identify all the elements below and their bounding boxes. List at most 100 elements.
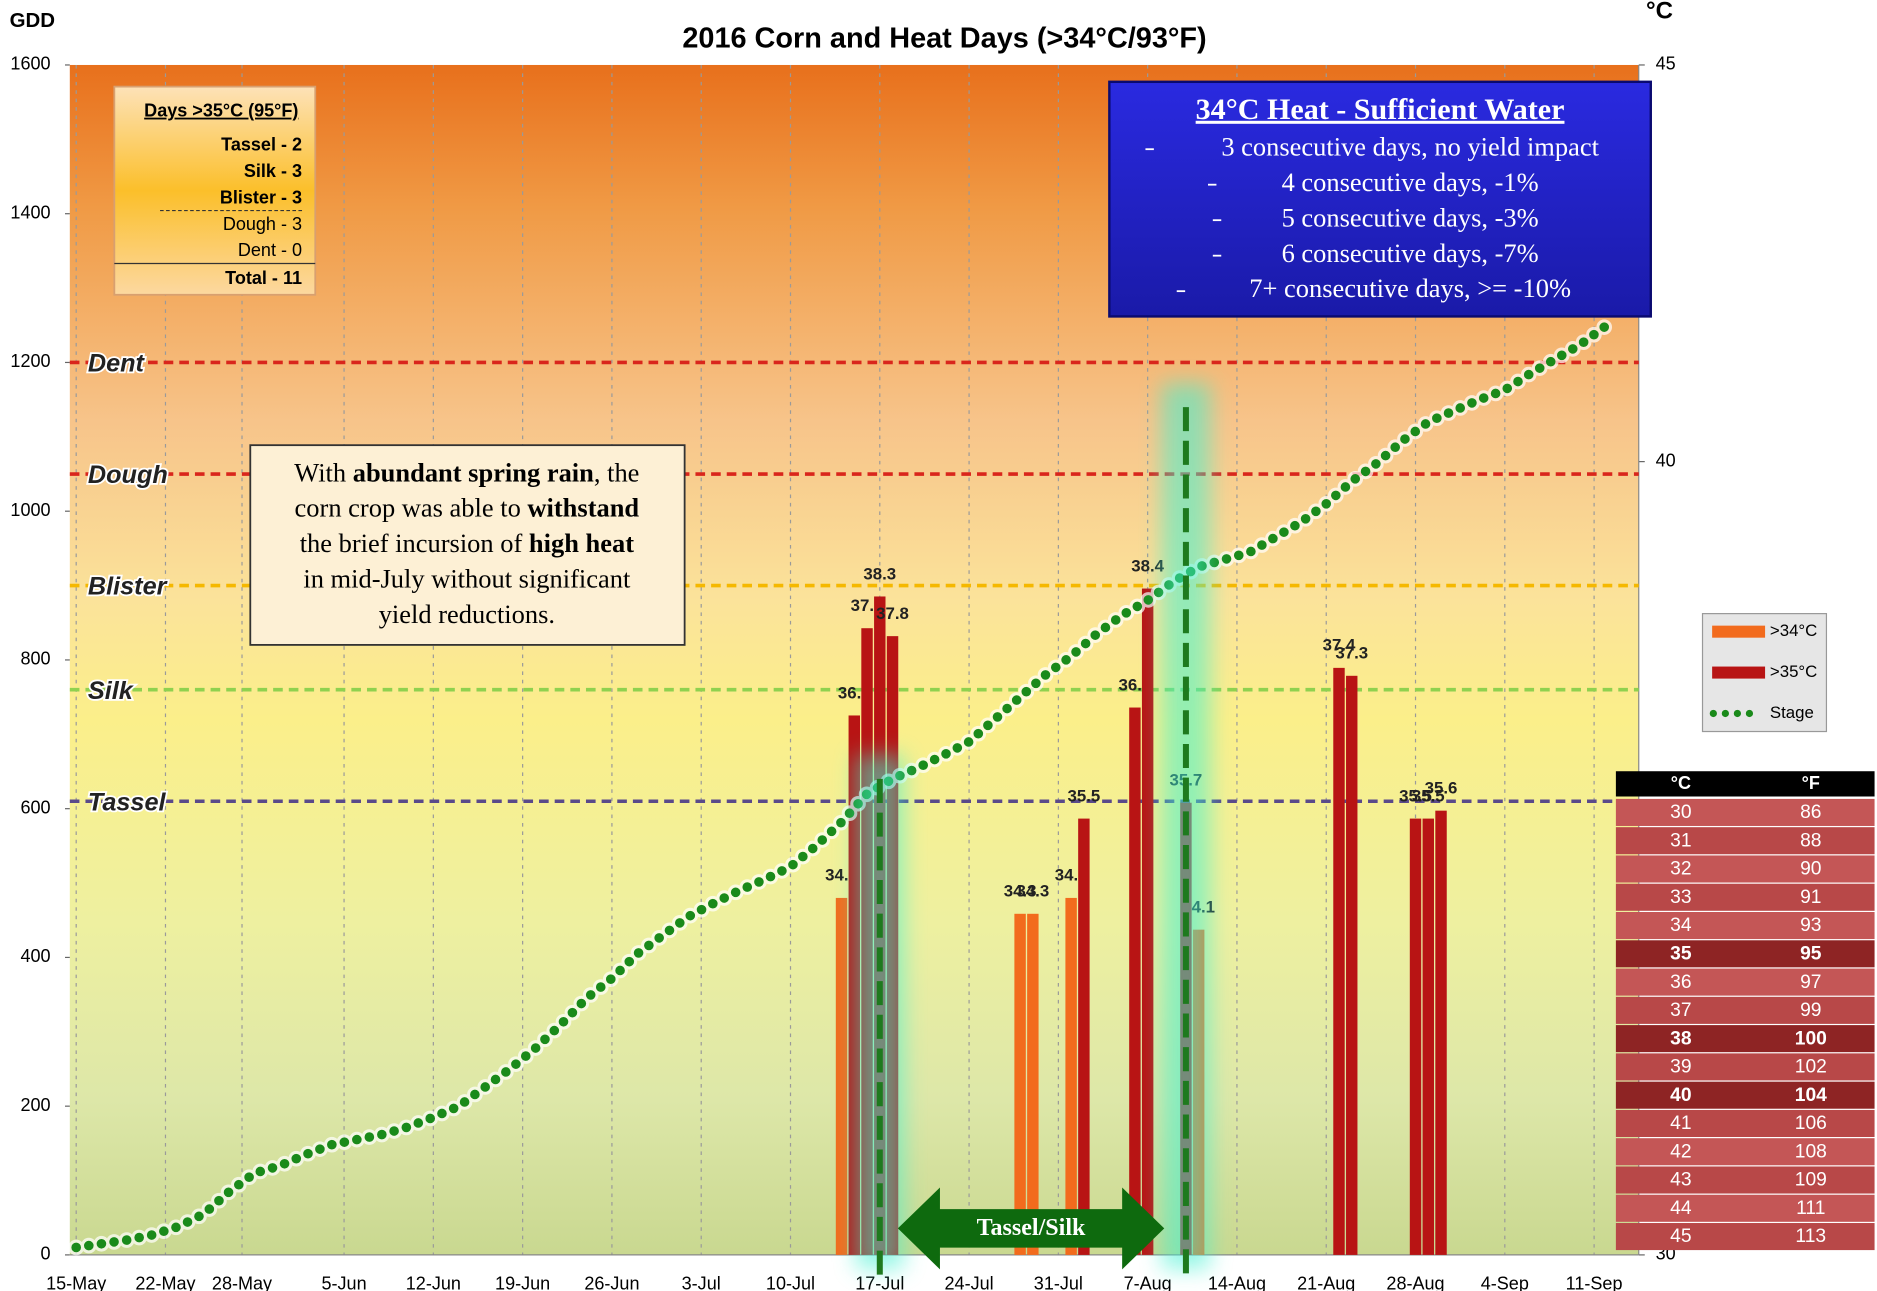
- heat-box-item: 5 consecutive days, -3%: [1282, 202, 1539, 232]
- summary-item: Dent - 0: [238, 240, 302, 260]
- note-text: high heat: [529, 528, 634, 558]
- table-cell: 32: [1670, 859, 1691, 880]
- x-tick-label: 3-Jul: [682, 1274, 721, 1291]
- stage-threshold-label: Tassel: [88, 788, 167, 816]
- table-cell: 95: [1800, 943, 1822, 964]
- heat-box: [1108, 80, 1652, 318]
- note-text: , the: [594, 457, 640, 487]
- x-tick-label: 11-Sep: [1566, 1274, 1623, 1291]
- summary-item: Silk - 3: [244, 161, 302, 181]
- table-cell: 104: [1795, 1085, 1827, 1106]
- x-tick-label: 31-Jul: [1034, 1274, 1083, 1291]
- table-cell: 34: [1670, 915, 1692, 936]
- table-cell: 44: [1670, 1198, 1692, 1219]
- table-row: [1615, 883, 1875, 911]
- x-tick-label: 21-Aug: [1297, 1274, 1355, 1291]
- table-header-cell: °F: [1802, 773, 1820, 793]
- note-line: yield reductions.: [379, 599, 555, 629]
- summary-item: Tassel - 2: [221, 134, 302, 154]
- stage-threshold-label: Dent: [88, 350, 146, 378]
- legend-swatch: [1712, 625, 1766, 638]
- bar-label: 37.8: [876, 604, 909, 623]
- table-cell: 40: [1670, 1085, 1691, 1106]
- table-row: [1615, 1081, 1875, 1109]
- table-cell: 35: [1670, 943, 1692, 964]
- bar: [1422, 818, 1434, 1255]
- note-text: in mid-July without significant: [303, 564, 631, 594]
- y-tick-label: 400: [20, 946, 50, 966]
- bar: [1435, 810, 1447, 1255]
- bar-label: 35.5: [1067, 786, 1100, 805]
- summary-item: Blister - 3: [220, 187, 302, 207]
- table-header-cell: °C: [1671, 773, 1691, 793]
- note-text: corn crop was able to: [295, 493, 528, 523]
- x-tick-label: 7-Aug: [1124, 1274, 1172, 1291]
- note-box: [249, 444, 686, 646]
- table-cell: 97: [1800, 972, 1821, 993]
- note-text: yield reductions.: [379, 599, 555, 629]
- stage-threshold-label: Silk: [88, 677, 135, 705]
- bar-label: 38.3: [863, 564, 896, 583]
- note-text: With: [294, 457, 352, 487]
- bar: [1027, 913, 1039, 1255]
- summary-item: Dough - 3: [223, 214, 302, 234]
- table-cell: 42: [1670, 1141, 1691, 1162]
- table-cell: 91: [1800, 887, 1821, 908]
- table-row: [1615, 912, 1875, 940]
- table-row: [1615, 827, 1875, 855]
- note-line: in mid-July without significant: [303, 564, 631, 594]
- x-tick-label: 22-May: [135, 1274, 195, 1291]
- bar-label: 35.5: [1412, 786, 1445, 805]
- table-cell: 38: [1670, 1028, 1692, 1049]
- x-tick-label: 24-Jul: [945, 1274, 994, 1291]
- bar: [1129, 707, 1141, 1255]
- x-tick-label: 28-Aug: [1386, 1274, 1444, 1291]
- note-line: corn crop was able to withstand: [295, 493, 640, 523]
- bar: [1333, 667, 1345, 1255]
- table-row: [1615, 968, 1875, 996]
- arrow: [897, 1187, 1165, 1270]
- x-tick-label: 15-May: [46, 1274, 106, 1291]
- table-cell: 43: [1670, 1170, 1691, 1191]
- bar-label: 34.3: [1004, 882, 1037, 901]
- table-cell: 33: [1670, 887, 1691, 908]
- bar: [1065, 897, 1077, 1255]
- x-tick-label: 19-Jun: [495, 1274, 550, 1291]
- x-tick-label: 4-Sep: [1481, 1274, 1529, 1291]
- y-tick-label: 800: [20, 649, 50, 669]
- heat-box-title: 34°C Heat - Sufficient Water: [1196, 92, 1565, 126]
- legend-label: >34°C: [1770, 621, 1817, 640]
- table-row: [1615, 1166, 1875, 1194]
- table-row: [1615, 1109, 1875, 1137]
- summary-total: Total - 11: [225, 268, 302, 288]
- y-tick-label: 0: [41, 1244, 51, 1264]
- y-tick-label: 600: [20, 797, 50, 817]
- y-tick-label: 200: [20, 1095, 50, 1115]
- note-text: abundant spring rain: [353, 457, 594, 487]
- table-cell: 102: [1795, 1057, 1827, 1078]
- table-cell: 31: [1670, 830, 1691, 851]
- table-cell: 41: [1670, 1113, 1691, 1134]
- table-cell: 93: [1800, 915, 1821, 936]
- table-cell: 100: [1795, 1028, 1827, 1049]
- note-text: withstand: [527, 493, 639, 523]
- table-cell: 99: [1800, 1000, 1821, 1021]
- summary-title: Days >35°C (95°F): [144, 101, 298, 121]
- heat-box-item: 7+ consecutive days, >= -10%: [1249, 273, 1571, 303]
- table-cell: 109: [1795, 1170, 1827, 1191]
- y2-axis-label: °C: [1646, 0, 1673, 24]
- table-cell: 108: [1795, 1141, 1827, 1162]
- table-cell: 39: [1670, 1057, 1691, 1078]
- bar-label: 35.5: [1399, 786, 1432, 805]
- y-tick-label: 1600: [10, 54, 50, 74]
- table-cell: 45: [1670, 1226, 1691, 1247]
- bar: [1078, 818, 1090, 1255]
- bar: [1346, 675, 1358, 1255]
- summary-box: [113, 85, 317, 296]
- bar: [835, 897, 848, 1255]
- table-cell: 86: [1800, 802, 1821, 823]
- bar-label: 38.4: [1131, 556, 1164, 575]
- table-cell: 111: [1796, 1198, 1825, 1219]
- y-tick-label: 1200: [10, 351, 50, 371]
